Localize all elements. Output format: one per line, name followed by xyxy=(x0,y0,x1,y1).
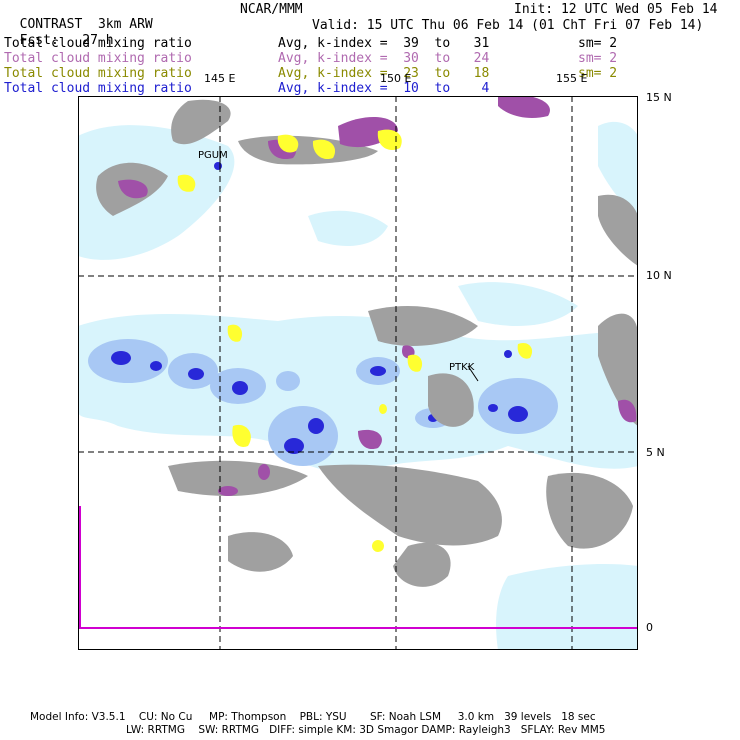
organization: NCAR/MMM xyxy=(240,2,303,17)
field-sm-2: sm= 2 xyxy=(578,51,618,66)
yellow-clouds xyxy=(177,129,533,552)
lat-label-15n: 15 N xyxy=(646,91,672,104)
lat-label-10n: 10 N xyxy=(646,269,672,282)
gray-clouds xyxy=(96,99,638,587)
model-info-line-2: LW: RRTMG SW: RRTMG DIFF: simple KM: 3D … xyxy=(126,724,606,736)
field-name-4: Total cloud mixing ratio xyxy=(4,81,192,96)
map-border xyxy=(78,96,638,650)
cloud-map xyxy=(78,96,638,650)
field-sm-3: sm= 2 xyxy=(578,66,618,81)
lat-label-5n: 5 N xyxy=(646,446,665,459)
station-label-pgum: PGUM xyxy=(198,150,228,161)
field-name-1: Total cloud mixing ratio xyxy=(4,36,192,51)
lat-label-0: 0 xyxy=(646,621,653,634)
init-time: Init: 12 UTC Wed 05 Feb 14 xyxy=(514,2,718,17)
field-name-3: Total cloud mixing ratio xyxy=(4,66,192,81)
lon-label-150e: 150 E xyxy=(380,72,412,85)
model-info-line-1: Model Info: V3.5.1 CU: No Cu MP: Thompso… xyxy=(30,711,596,723)
field-avg-3: Avg, k-index = 23 to 18 xyxy=(278,66,490,81)
station-marker-ptkk xyxy=(467,365,479,382)
field-avg-1: Avg, k-index = 39 to 31 xyxy=(278,36,490,51)
light-blue-clouds xyxy=(78,121,638,650)
dark-blue-cores xyxy=(111,162,528,454)
valid-time: Valid: 15 UTC Thu 06 Feb 14 (01 ChT Fri … xyxy=(312,18,704,33)
station-label-ptkk: PTKK xyxy=(449,362,475,373)
lon-label-155e: 155 E xyxy=(556,72,588,85)
field-avg-4: Avg, k-index = 10 to 4 xyxy=(278,81,490,96)
product-title: CONTRAST 3km ARW xyxy=(19,17,153,32)
lon-label-145e: 145 E xyxy=(204,72,236,85)
forecast-hour: Fcst: 27 h xyxy=(19,33,114,48)
grid-lines xyxy=(78,96,638,650)
field-name-2: Total cloud mixing ratio xyxy=(4,51,192,66)
field-avg-2: Avg, k-index = 30 to 24 xyxy=(278,51,490,66)
field-sm-1: sm= 2 xyxy=(578,36,618,51)
